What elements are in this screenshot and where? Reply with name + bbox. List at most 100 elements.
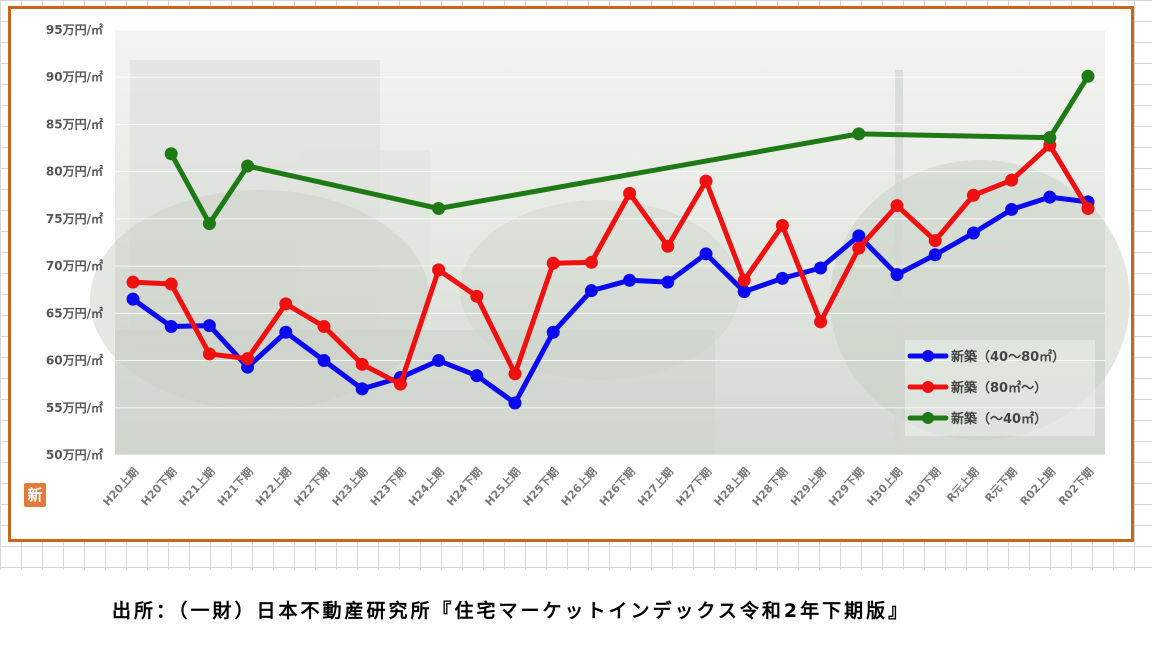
y-tick-label: 55万円/㎡ xyxy=(46,400,103,415)
data-point xyxy=(699,174,713,188)
x-tick-label: H29下期 xyxy=(826,465,868,509)
data-point xyxy=(852,241,866,255)
legend-label: 新築（～40㎡） xyxy=(951,411,1047,427)
y-tick-label: 60万円/㎡ xyxy=(46,353,103,368)
x-tick-label: H23下期 xyxy=(367,465,409,509)
x-tick-label: H25下期 xyxy=(520,465,562,509)
data-point xyxy=(126,292,140,306)
x-tick-label: H30下期 xyxy=(902,465,944,509)
x-tick-label: H28上期 xyxy=(711,465,753,509)
x-tick-label: H22下期 xyxy=(291,465,333,509)
x-tick-label: R02上期 xyxy=(1017,465,1058,508)
data-point xyxy=(814,315,828,329)
x-axis-ticks: H20上期H20下期H21上期H21下期H22上期H22下期H23上期H23下期… xyxy=(100,465,1097,509)
data-point xyxy=(393,377,407,391)
data-point xyxy=(202,217,216,231)
x-tick-label: H23上期 xyxy=(329,465,371,509)
data-point xyxy=(584,284,598,298)
data-point xyxy=(241,159,255,173)
y-tick-label: 50万円/㎡ xyxy=(46,447,103,462)
x-tick-label: H24下期 xyxy=(444,465,486,509)
data-point xyxy=(852,127,866,141)
data-point xyxy=(928,234,942,248)
data-point xyxy=(164,147,178,161)
source-caption: 出所：（一財）日本不動産研究所『住宅マーケットインデックス令和2年下期版』 xyxy=(112,600,911,622)
data-point xyxy=(470,289,484,303)
data-point xyxy=(546,256,560,270)
data-point xyxy=(966,188,980,202)
data-point xyxy=(279,297,293,311)
data-point xyxy=(1005,202,1019,216)
data-point xyxy=(1043,190,1057,204)
x-tick-label: H25上期 xyxy=(482,465,524,509)
data-point xyxy=(737,285,751,299)
series-0 xyxy=(126,190,1095,410)
data-point xyxy=(432,202,446,215)
y-tick-label: 75万円/㎡ xyxy=(46,211,103,226)
y-tick-label: 65万円/㎡ xyxy=(46,305,103,320)
data-point xyxy=(546,325,560,339)
x-tick-label: H21上期 xyxy=(176,465,218,509)
data-point xyxy=(164,320,178,334)
data-point xyxy=(317,354,331,368)
data-point xyxy=(317,320,331,334)
legend-label: 新築（40～80㎡） xyxy=(951,349,1065,365)
y-tick-label: 90万円/㎡ xyxy=(46,69,103,84)
x-tick-label: H27下期 xyxy=(673,465,715,509)
y-tick-label: 95万円/㎡ xyxy=(46,22,103,37)
data-point xyxy=(432,263,446,277)
x-tick-label: R02下期 xyxy=(1055,465,1096,508)
data-point xyxy=(279,325,293,339)
data-point xyxy=(126,275,140,289)
x-tick-label: H28下期 xyxy=(749,465,791,509)
photo-streetlight xyxy=(895,70,903,455)
legend-swatch-marker xyxy=(922,381,934,393)
data-point xyxy=(241,352,255,366)
series-2 xyxy=(164,69,1095,231)
source-caption-area xyxy=(0,570,1152,648)
data-point xyxy=(1081,69,1095,83)
data-point xyxy=(890,268,904,282)
x-tick-label: H29上期 xyxy=(787,465,829,509)
data-point xyxy=(1043,131,1057,145)
data-point xyxy=(508,396,522,410)
data-point xyxy=(202,347,216,361)
site-logo-icon: 新 xyxy=(24,483,46,507)
y-tick-label: 80万円/㎡ xyxy=(46,164,103,179)
data-point xyxy=(1005,173,1019,187)
data-point xyxy=(775,219,789,232)
data-point xyxy=(814,261,828,275)
x-tick-label: H20下期 xyxy=(138,465,180,509)
data-point xyxy=(1081,202,1095,215)
legend-label: 新築（80㎡～） xyxy=(951,380,1047,396)
x-tick-label: H26上期 xyxy=(558,465,600,509)
data-point xyxy=(202,319,216,333)
data-point xyxy=(623,186,637,200)
x-tick-label: H30上期 xyxy=(864,465,906,509)
x-tick-label: H21下期 xyxy=(214,465,256,509)
x-tick-label: H24上期 xyxy=(405,465,447,509)
data-point xyxy=(355,382,369,396)
y-tick-label: 70万円/㎡ xyxy=(46,258,103,273)
data-point xyxy=(355,357,369,371)
x-tick-label: R元下期 xyxy=(982,465,1020,505)
x-tick-label: R元上期 xyxy=(943,465,981,505)
data-point xyxy=(775,271,789,285)
x-tick-label: H20上期 xyxy=(100,465,142,509)
data-point xyxy=(928,248,942,262)
data-point xyxy=(737,273,751,287)
x-tick-label: H27上期 xyxy=(635,465,677,509)
x-tick-label: H26下期 xyxy=(596,465,638,509)
series-1 xyxy=(126,138,1095,391)
data-point xyxy=(164,277,178,291)
data-point xyxy=(852,229,866,243)
data-point xyxy=(508,367,522,381)
series-line xyxy=(130,142,1091,387)
x-tick-label: H22上期 xyxy=(253,465,295,509)
data-point xyxy=(661,239,675,253)
chart-gridlines xyxy=(115,29,1105,456)
series-line xyxy=(130,194,1091,406)
chart-legend: 新築（40～80㎡） 新築（80㎡～） 新築（～40㎡） xyxy=(905,340,1095,436)
legend-swatch-marker xyxy=(922,412,934,424)
